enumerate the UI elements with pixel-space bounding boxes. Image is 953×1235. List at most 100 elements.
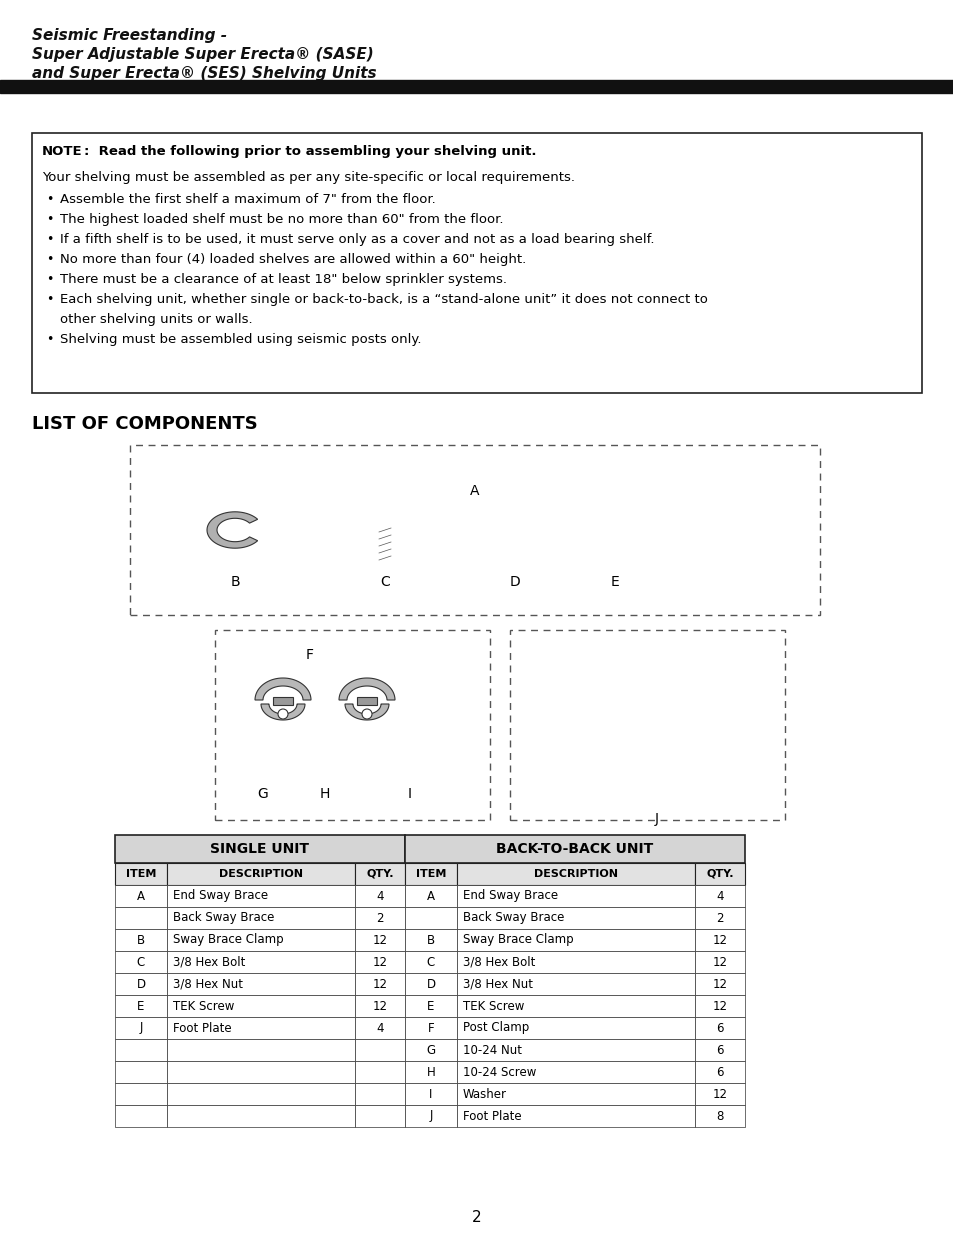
Bar [405, 1105, 456, 1128]
Bar [273, 697, 293, 705]
Text: •: • [46, 233, 53, 246]
Bar [214, 630, 490, 820]
Bar [355, 1016, 405, 1039]
Text: 6: 6 [716, 1044, 723, 1056]
Text: J: J [429, 1109, 433, 1123]
Text: Shelving must be assembled using seismic posts only.: Shelving must be assembled using seismic… [60, 333, 421, 346]
Bar [405, 885, 456, 906]
Bar [695, 1016, 744, 1039]
Polygon shape [610, 559, 618, 567]
Circle shape [626, 722, 642, 739]
Text: 3/8 Hex Bolt: 3/8 Hex Bolt [462, 956, 535, 968]
Text: 4: 4 [716, 889, 723, 903]
Text: I: I [408, 787, 412, 802]
Bar [356, 697, 376, 705]
Circle shape [506, 517, 522, 534]
Text: •: • [46, 193, 53, 206]
Text: Seismic Freestanding -: Seismic Freestanding - [32, 28, 227, 43]
Circle shape [277, 709, 288, 719]
Circle shape [152, 492, 163, 501]
Text: A: A [427, 889, 435, 903]
Bar [167, 1083, 355, 1105]
Text: Back Sway Brace: Back Sway Brace [172, 911, 274, 925]
Text: 2: 2 [472, 1210, 481, 1225]
Bar [456, 995, 695, 1016]
Bar [115, 995, 167, 1016]
Bar [355, 1083, 405, 1105]
Bar [405, 995, 456, 1016]
Bar [355, 863, 405, 885]
Bar [405, 973, 456, 995]
Bar [167, 1061, 355, 1083]
Bar [378, 525, 391, 559]
Text: 3/8 Hex Nut: 3/8 Hex Nut [172, 977, 243, 990]
Text: C: C [136, 956, 145, 968]
Text: G: G [426, 1044, 436, 1056]
Text: 3/8 Hex Bolt: 3/8 Hex Bolt [172, 956, 245, 968]
Polygon shape [338, 678, 395, 700]
Text: QTY.: QTY. [366, 869, 394, 879]
Circle shape [140, 462, 150, 472]
Text: •: • [46, 273, 53, 287]
Text: B: B [137, 934, 145, 946]
Text: 6: 6 [716, 1066, 723, 1078]
Text: 3/8 Hex Nut: 3/8 Hex Nut [462, 977, 533, 990]
Circle shape [782, 492, 792, 501]
Bar [355, 973, 405, 995]
Bar [167, 951, 355, 973]
Text: H: H [319, 787, 330, 802]
Text: End Sway Brace: End Sway Brace [462, 889, 558, 903]
Text: DESCRIPTION: DESCRIPTION [534, 869, 618, 879]
Circle shape [396, 757, 422, 783]
Circle shape [256, 764, 269, 776]
Text: The highest loaded shelf must be no more than 60" from the floor.: The highest loaded shelf must be no more… [60, 212, 503, 226]
Bar [130, 445, 820, 615]
Text: J: J [655, 811, 659, 826]
Text: E: E [427, 999, 435, 1013]
Text: 12: 12 [372, 934, 387, 946]
Bar [32, 133, 921, 393]
Bar [0, 80, 953, 93]
Text: ITEM: ITEM [126, 869, 156, 879]
Text: Your shelving must be assembled as per any site-specific or local requirements.: Your shelving must be assembled as per a… [42, 170, 575, 184]
Bar [355, 1105, 405, 1128]
Bar [456, 885, 695, 906]
Text: A: A [470, 484, 479, 498]
Text: D: D [426, 977, 436, 990]
Text: J: J [139, 1021, 143, 1035]
Text: D: D [136, 977, 146, 990]
Text: Back Sway Brace: Back Sway Brace [462, 911, 564, 925]
Bar [695, 1083, 744, 1105]
Text: BACK-TO-BACK UNIT: BACK-TO-BACK UNIT [496, 842, 653, 856]
Bar [115, 885, 167, 906]
Text: If a fifth shelf is to be used, it must serve only as a cover and not as a load : If a fifth shelf is to be used, it must … [60, 233, 654, 246]
Text: TEK Screw: TEK Screw [462, 999, 524, 1013]
Text: •: • [46, 212, 53, 226]
Bar [695, 885, 744, 906]
Bar [167, 1039, 355, 1061]
Bar [167, 885, 355, 906]
Polygon shape [251, 760, 274, 781]
Text: 6: 6 [716, 1021, 723, 1035]
Bar [115, 973, 167, 995]
Text: No more than four (4) loaded shelves are allowed within a 60" height.: No more than four (4) loaded shelves are… [60, 253, 526, 266]
Text: 12: 12 [712, 1088, 727, 1100]
Bar [405, 1016, 456, 1039]
Text: C: C [379, 576, 390, 589]
Bar [606, 695, 706, 776]
Text: G: G [257, 787, 268, 802]
Text: B: B [427, 934, 435, 946]
Polygon shape [261, 704, 305, 720]
Bar [405, 1039, 456, 1061]
Bar [167, 1016, 355, 1039]
Text: 12: 12 [372, 956, 387, 968]
Bar [695, 863, 744, 885]
Text: There must be a clearance of at least 18" below sprinkler systems.: There must be a clearance of at least 18… [60, 273, 506, 287]
Text: Each shelving unit, whether single or back-to-back, is a “stand-alone unit” it d: Each shelving unit, whether single or ba… [60, 293, 707, 306]
Text: 12: 12 [372, 999, 387, 1013]
Text: DESCRIPTION: DESCRIPTION [219, 869, 303, 879]
Text: Assemble the first shelf a maximum of 7" from the floor.: Assemble the first shelf a maximum of 7"… [60, 193, 436, 206]
Bar [695, 1061, 744, 1083]
Bar [167, 906, 355, 929]
Bar [456, 1061, 695, 1083]
